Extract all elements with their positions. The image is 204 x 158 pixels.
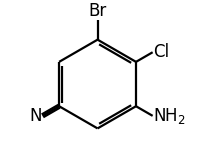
Text: NH$_2$: NH$_2$ bbox=[153, 106, 186, 126]
Text: Cl: Cl bbox=[153, 43, 170, 61]
Text: N: N bbox=[29, 107, 42, 125]
Text: Br: Br bbox=[89, 2, 107, 20]
